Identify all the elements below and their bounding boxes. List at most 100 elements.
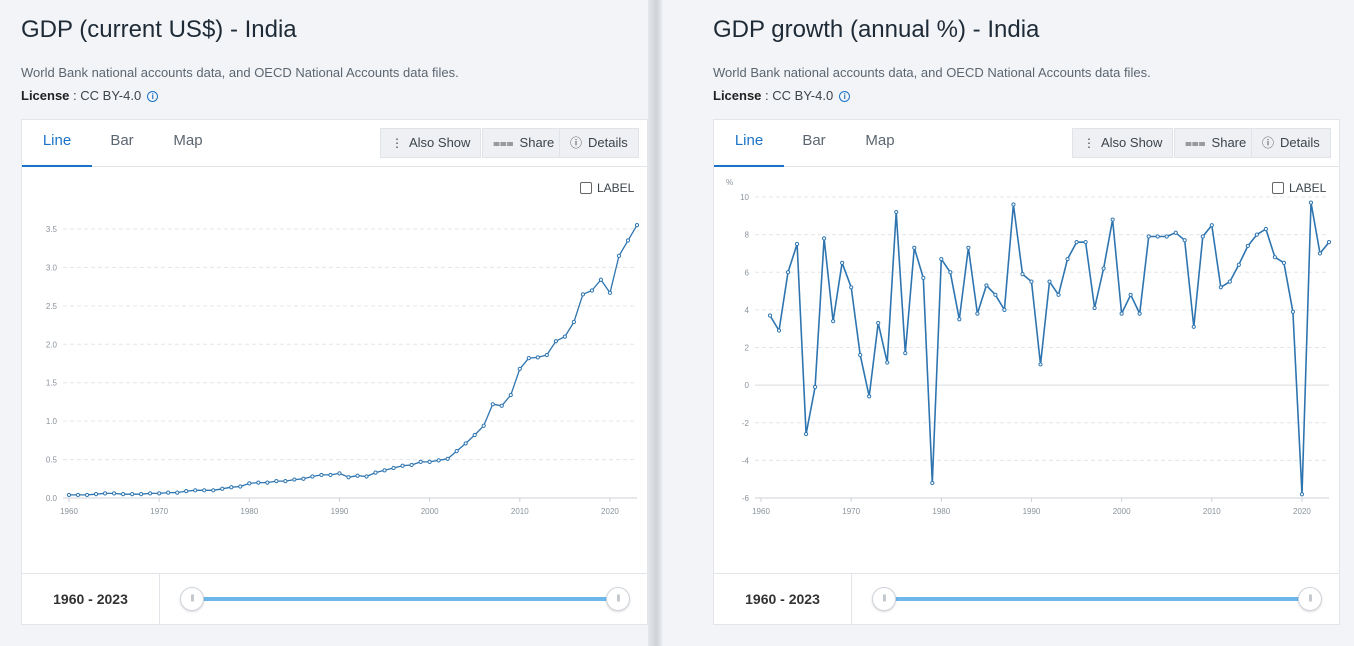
tab-map[interactable]: Map <box>865 132 895 149</box>
x-tick-label: 1980 <box>240 507 258 516</box>
y-tick-label: 3.5 <box>46 225 58 234</box>
details-label: Details <box>588 135 628 150</box>
share-button[interactable]: ⩶ Share <box>482 128 566 158</box>
data-point <box>966 245 971 250</box>
data-point <box>472 432 477 438</box>
data-point <box>598 277 604 282</box>
data-point <box>885 360 890 365</box>
data-point <box>427 459 432 464</box>
data-point <box>939 256 944 262</box>
data-point <box>616 253 622 259</box>
data-point <box>139 492 144 497</box>
data-point <box>1254 232 1259 237</box>
data-point <box>1155 234 1160 239</box>
data-point <box>1092 305 1097 311</box>
range-slider-end-handle[interactable]: ||| <box>1298 587 1322 611</box>
y-tick-label: 1.0 <box>46 417 58 426</box>
range-slider-start-handle[interactable]: ||| <box>180 587 204 611</box>
info-icon[interactable]: i <box>147 91 159 102</box>
data-point <box>445 456 450 461</box>
data-point <box>1263 226 1268 232</box>
details-button[interactable]: ⓘ Details <box>559 128 639 158</box>
y-tick-label: -6 <box>742 494 750 503</box>
tab-map[interactable]: Map <box>173 132 203 149</box>
data-point <box>301 476 306 481</box>
label-checkbox[interactable] <box>1272 182 1284 194</box>
chart-card: Line Bar Map ⋮ Also Show ⩶ Share ⓘ Details … <box>21 119 648 625</box>
y-tick-label: 6 <box>745 268 750 277</box>
gdp-panel: GDP (current US$) - India World Bank nat… <box>0 0 648 646</box>
data-point <box>1038 362 1043 367</box>
data-point <box>148 491 153 496</box>
data-point <box>1074 240 1079 245</box>
data-point <box>346 475 351 480</box>
data-point <box>1227 279 1232 284</box>
data-point <box>785 270 791 275</box>
data-point <box>1119 311 1124 316</box>
data-point <box>256 480 261 485</box>
share-button[interactable]: ⩶ Share <box>1174 128 1258 158</box>
info-icon[interactable]: i <box>839 91 851 102</box>
range-slider-track[interactable] <box>884 597 1310 601</box>
data-point <box>1101 266 1106 271</box>
label-toggle[interactable]: LABEL <box>580 181 634 195</box>
data-point <box>607 290 613 295</box>
data-point <box>822 236 827 241</box>
data-point <box>975 311 980 316</box>
page-title: GDP growth (annual %) - India <box>713 16 1040 43</box>
y-tick-label: 0 <box>745 381 750 390</box>
also-show-button[interactable]: ⋮ Also Show <box>1072 128 1174 158</box>
tab-bar[interactable]: Bar <box>802 132 826 149</box>
label-toggle-text: LABEL <box>597 181 635 195</box>
tab-line[interactable]: Line <box>22 120 92 167</box>
data-point <box>418 459 423 464</box>
chart-tabs: Line Bar Map ⋮ Also Show ⩶ Share ⓘ Details <box>714 120 1339 167</box>
also-show-button[interactable]: ⋮ Also Show <box>380 128 482 158</box>
x-tick-label: 1990 <box>1023 507 1041 516</box>
info-circle-icon: ⓘ <box>570 136 583 150</box>
data-point <box>319 472 324 478</box>
label-checkbox[interactable] <box>580 182 592 194</box>
y-tick-label: 1.5 <box>46 379 58 388</box>
data-point <box>831 319 836 324</box>
data-point <box>803 431 809 437</box>
data-point <box>75 492 81 498</box>
data-point <box>202 488 207 493</box>
data-point <box>193 488 198 493</box>
data-point <box>166 490 171 495</box>
x-tick-label: 1990 <box>331 507 349 516</box>
data-point <box>274 478 279 484</box>
data-point <box>283 478 288 484</box>
data-point <box>1029 279 1034 284</box>
data-point <box>1308 200 1314 205</box>
data-point <box>1164 234 1169 239</box>
data-point <box>535 355 540 360</box>
data-point <box>382 468 387 473</box>
year-range: 1960 - 2023 <box>22 574 160 624</box>
share-icon: ⩶ <box>1185 136 1206 150</box>
data-point <box>526 356 531 361</box>
license-label: License <box>713 88 762 103</box>
data-point <box>1200 234 1205 239</box>
range-slider-track[interactable] <box>192 597 618 601</box>
series-line <box>69 224 638 496</box>
data-point <box>265 480 270 485</box>
data-point <box>1317 251 1323 256</box>
range-slider-start-handle[interactable]: ||| <box>872 587 896 611</box>
details-button[interactable]: ⓘ Details <box>1251 128 1331 158</box>
data-point <box>957 317 962 322</box>
x-tick-label: 2000 <box>1113 507 1131 516</box>
panel-divider <box>648 0 662 646</box>
tab-line[interactable]: Line <box>714 120 784 167</box>
x-tick-label: 2020 <box>1293 507 1311 516</box>
data-point <box>849 285 854 290</box>
data-point <box>111 491 117 496</box>
tab-bar[interactable]: Bar <box>110 132 134 149</box>
info-circle-icon: ⓘ <box>1262 136 1275 150</box>
label-toggle[interactable]: LABEL <box>1272 181 1326 195</box>
range-slider-end-handle[interactable]: ||| <box>606 587 630 611</box>
y-tick-label: -4 <box>742 456 750 465</box>
data-point <box>93 492 99 497</box>
data-point <box>211 488 216 493</box>
data-point <box>184 488 189 494</box>
